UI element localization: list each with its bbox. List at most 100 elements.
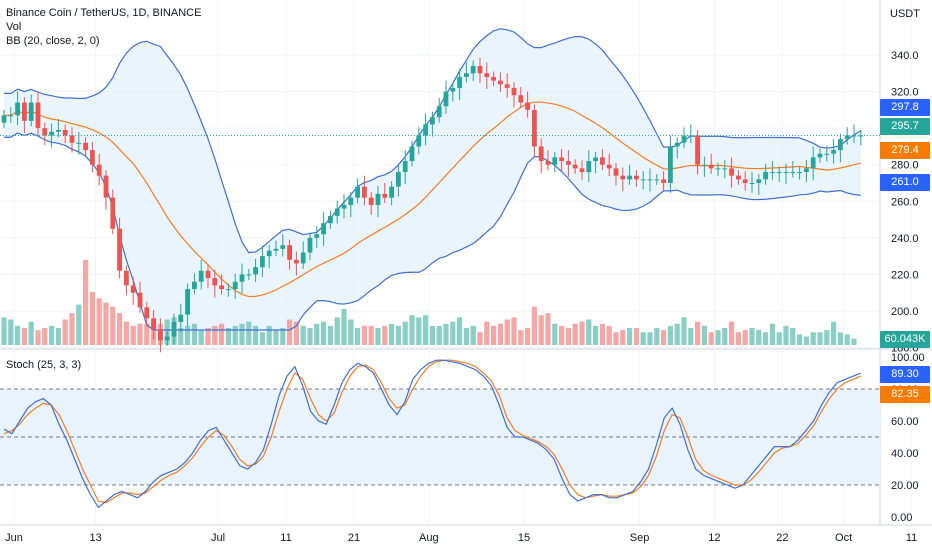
volume-bar — [341, 308, 347, 345]
stoch-k-line — [3, 359, 862, 509]
volume-bar — [701, 325, 707, 345]
volume-bar — [579, 321, 585, 345]
candle-body — [702, 164, 707, 166]
volume-bar — [450, 321, 456, 345]
volume-bar — [497, 323, 503, 345]
price-tick-label: 340.0 — [891, 50, 919, 62]
candle-body — [260, 256, 265, 268]
candle-body — [164, 336, 170, 341]
candle-body — [695, 135, 700, 165]
volume-bar — [266, 325, 272, 345]
volume-bar — [55, 328, 61, 345]
volume-bar — [817, 332, 823, 345]
candle-body — [776, 172, 782, 174]
volume-bar — [219, 323, 225, 345]
stoch-tick-label: 60.00 — [891, 416, 919, 428]
volume-bar — [593, 325, 599, 345]
last-price-badge: 295.7 — [880, 118, 930, 135]
stoch-tick-label: 100.00 — [891, 352, 925, 364]
volume-bar — [375, 328, 381, 345]
stoch-tick-label: 0.00 — [891, 512, 912, 524]
volume-bar — [831, 321, 837, 345]
candle-body — [566, 161, 571, 165]
symbol-title[interactable]: Binance Coin / TetherUS, 1D, BINANCE — [6, 7, 202, 19]
time-tick-label: Sep — [630, 532, 650, 544]
volume-bar — [810, 332, 816, 345]
volume-bar — [565, 328, 571, 345]
volume-bar — [423, 315, 429, 345]
symbol-legend: Binance Coin / TetherUS, 1D, BINANCE Vol… — [6, 6, 201, 48]
candle-body — [715, 168, 721, 170]
candle-body — [96, 164, 102, 176]
candle-body — [253, 267, 258, 275]
candle-body — [355, 186, 360, 198]
volume-bar — [715, 330, 721, 345]
candle-body — [362, 186, 367, 198]
volume-bar — [613, 332, 619, 345]
candle-body — [804, 168, 809, 173]
candle-body — [654, 179, 660, 181]
candle-body — [436, 106, 442, 118]
candle-body — [498, 80, 503, 85]
candle-body — [484, 73, 490, 77]
candle-body — [464, 73, 469, 77]
volume-bar — [253, 325, 259, 345]
candle-body — [8, 115, 14, 117]
candle-body — [110, 197, 116, 229]
candle-body — [300, 252, 306, 264]
volume-bar — [83, 260, 89, 345]
volume-bar — [674, 323, 680, 345]
volume-bar — [395, 325, 401, 345]
candle-body — [559, 157, 564, 162]
candle-body — [572, 164, 578, 169]
candle-body — [35, 102, 41, 129]
candle-body — [266, 250, 272, 257]
candle-body — [273, 248, 279, 251]
volume-bar — [28, 321, 34, 345]
volume-bar — [586, 319, 592, 345]
price-tick-label: 200.0 — [891, 306, 919, 318]
candle-body — [416, 135, 422, 147]
candle-body — [90, 150, 95, 165]
candle-body — [205, 270, 211, 279]
volume-bar — [763, 332, 769, 345]
candle-body — [1, 115, 7, 123]
candle-body — [334, 208, 340, 216]
volume-bar — [851, 338, 857, 345]
candle-body — [328, 215, 333, 224]
price-tick-label: 220.0 — [891, 269, 919, 281]
time-tick-label: 22 — [776, 532, 788, 544]
volume-bar — [89, 291, 95, 345]
volume-bar — [518, 330, 524, 345]
candle-body — [83, 142, 88, 151]
candle-body — [76, 142, 82, 144]
stoch-band-fill — [0, 389, 880, 485]
candle-body — [117, 228, 122, 271]
candle-body — [858, 135, 864, 137]
volume-bar — [361, 325, 367, 345]
volume-bar — [1, 317, 7, 345]
basis-badge: 279.4 — [880, 142, 930, 159]
candle-body — [600, 157, 605, 165]
stoch-legend[interactable]: Stoch (25, 3, 3) — [6, 359, 82, 371]
volume-bar — [463, 328, 469, 345]
candle-body — [797, 172, 802, 174]
volume-bar — [198, 330, 204, 345]
volume-bar — [756, 330, 762, 345]
volume-bar — [681, 317, 687, 345]
volume-bar — [504, 319, 510, 345]
candle-body — [192, 281, 197, 290]
bollinger-legend[interactable]: BB (20, close, 2, 0) — [6, 35, 100, 47]
candle-body — [62, 129, 68, 136]
volume-bar — [327, 325, 333, 345]
volume-bar — [640, 332, 646, 345]
time-tick-label: Jul — [211, 532, 225, 544]
candle-body — [824, 153, 830, 155]
candle-body — [280, 245, 286, 249]
candle-body — [783, 172, 789, 174]
volume-bar — [110, 306, 116, 345]
price-tick-label: 280.0 — [891, 160, 919, 172]
volume-legend[interactable]: Vol — [6, 21, 22, 33]
volume-bar — [239, 323, 245, 345]
